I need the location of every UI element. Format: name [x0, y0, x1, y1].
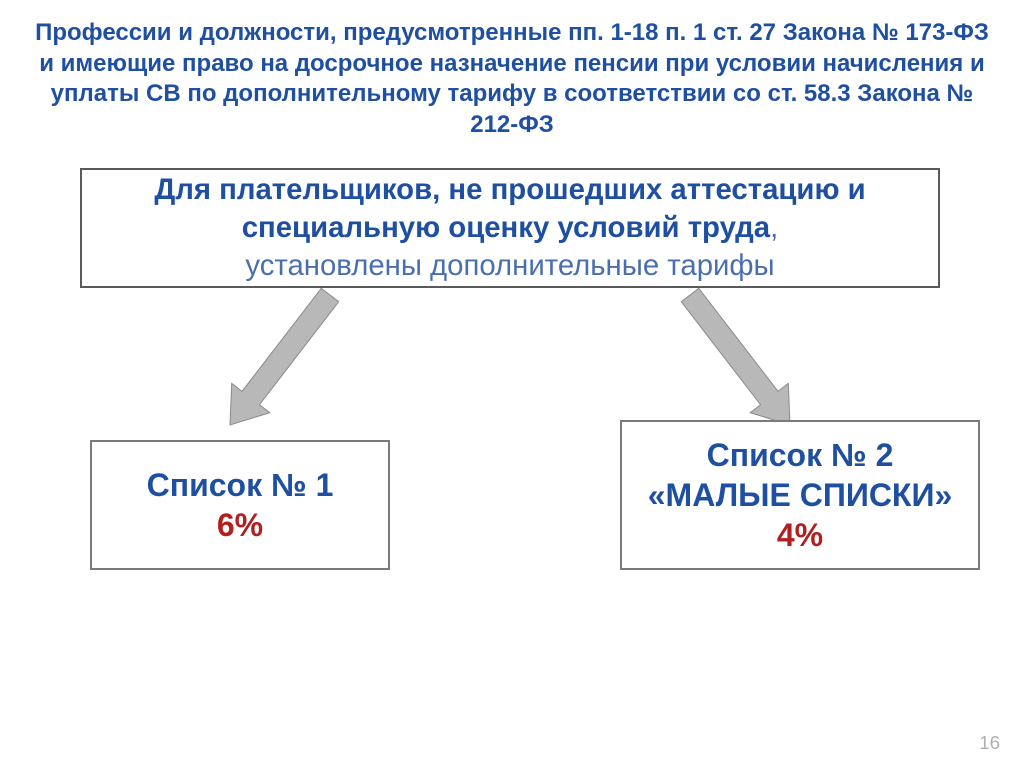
main-box-line1: Для плательщиков, не прошедших аттестаци…	[82, 171, 938, 247]
branch-left-value: 6%	[217, 505, 263, 545]
main-box-line2-text: установлены дополнительные тарифы	[245, 249, 774, 282]
branch-right-value: 4%	[777, 515, 823, 555]
branch-right-label-line2: «МАЛЫЕ СПИСКИ»	[648, 475, 953, 515]
slide-title: Профессии и должности, предусмотренные п…	[30, 18, 994, 141]
branch-box-list1: Список № 1 6%	[90, 440, 390, 570]
main-box-line1-text: Для плательщиков, не прошедших аттестаци…	[154, 173, 865, 244]
slide-title-text: Профессии и должности, предусмотренные п…	[35, 19, 989, 138]
branch-left-label: Список № 1	[147, 465, 334, 505]
branch-box-list2: Список № 2 «МАЛЫЕ СПИСКИ» 4%	[620, 420, 980, 570]
branch-right-label-line1: Список № 2	[707, 435, 894, 475]
page-number: 16	[979, 732, 1000, 754]
main-box-line2: установлены дополнительные тарифы	[245, 247, 774, 285]
main-box: Для плательщиков, не прошедших аттестаци…	[80, 168, 940, 288]
